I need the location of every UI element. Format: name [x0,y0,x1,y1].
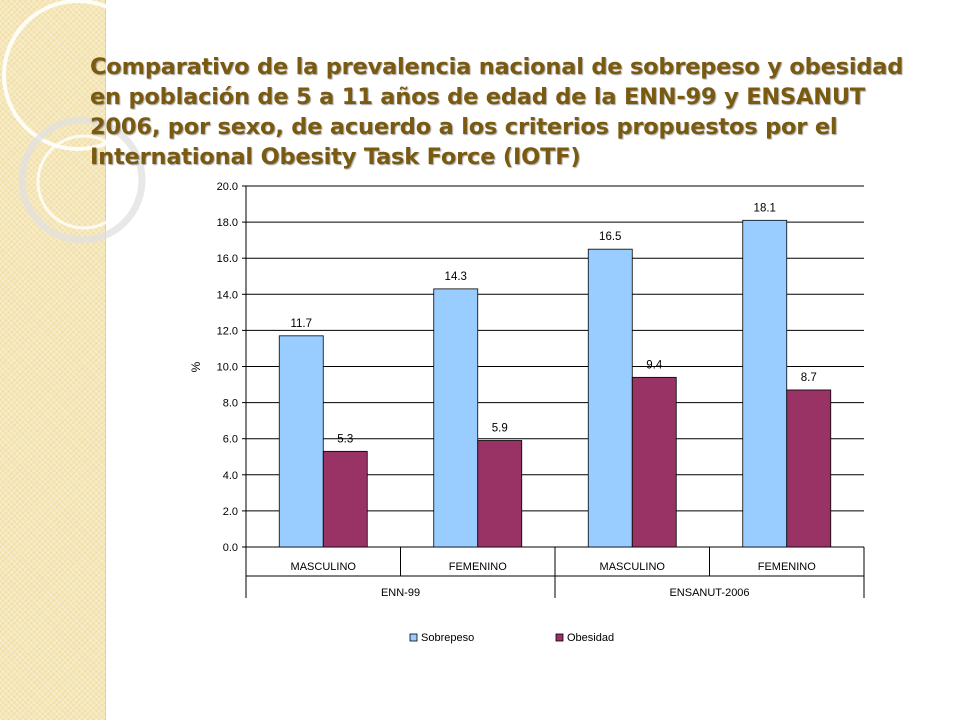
x-tick-label: FEMENINO [449,561,508,573]
data-label: 8.7 [801,372,817,384]
bar-obesidad [477,440,523,548]
bar-sobrepeso [433,288,479,548]
y-tick-label: 18.0 [217,217,238,229]
bar-sobrepeso [587,248,633,548]
legend-swatch-obesidad [555,633,564,642]
data-label: 18.1 [754,202,776,214]
x-tick-label: MASCULINO [600,561,666,573]
legend-label: Sobrepeso [421,632,474,644]
y-tick-label: 0.0 [223,542,238,554]
y-tick-label: 4.0 [223,470,238,482]
legend-swatch-sobrepeso [409,633,418,642]
data-label: 5.3 [337,433,353,445]
bar-obesidad [786,389,832,548]
bar-sobrepeso [742,219,788,548]
y-axis-label: % [189,361,203,372]
x-tick-label: MASCULINO [291,561,357,573]
y-tick-label: 2.0 [223,506,238,518]
y-tick-label: 14.0 [217,289,238,301]
bar-obesidad [631,376,677,548]
y-tick-label: 6.0 [223,434,238,446]
y-tick-label: 16.0 [217,253,238,265]
y-tick-label: 10.0 [217,362,238,374]
legend-label: Obesidad [567,632,614,644]
y-tick-label: 20.0 [217,181,238,193]
y-tick-label: 12.0 [217,325,238,337]
bar-sobrepeso [278,335,324,548]
bar-obesidad [322,450,368,548]
data-label: 14.3 [445,271,467,283]
group-label: ENSANUT-2006 [669,587,749,599]
slide-title: Comparativo de la prevalencia nacional d… [90,54,904,170]
data-label: 5.9 [492,423,508,435]
group-label: ENN-99 [381,587,420,599]
data-label: 9.4 [646,359,663,371]
y-tick-label: 8.0 [223,398,238,410]
decorative-rings [2,0,154,244]
x-tick-label: FEMENINO [758,561,817,573]
data-label: 11.7 [290,318,312,330]
data-label: 16.5 [599,231,621,243]
